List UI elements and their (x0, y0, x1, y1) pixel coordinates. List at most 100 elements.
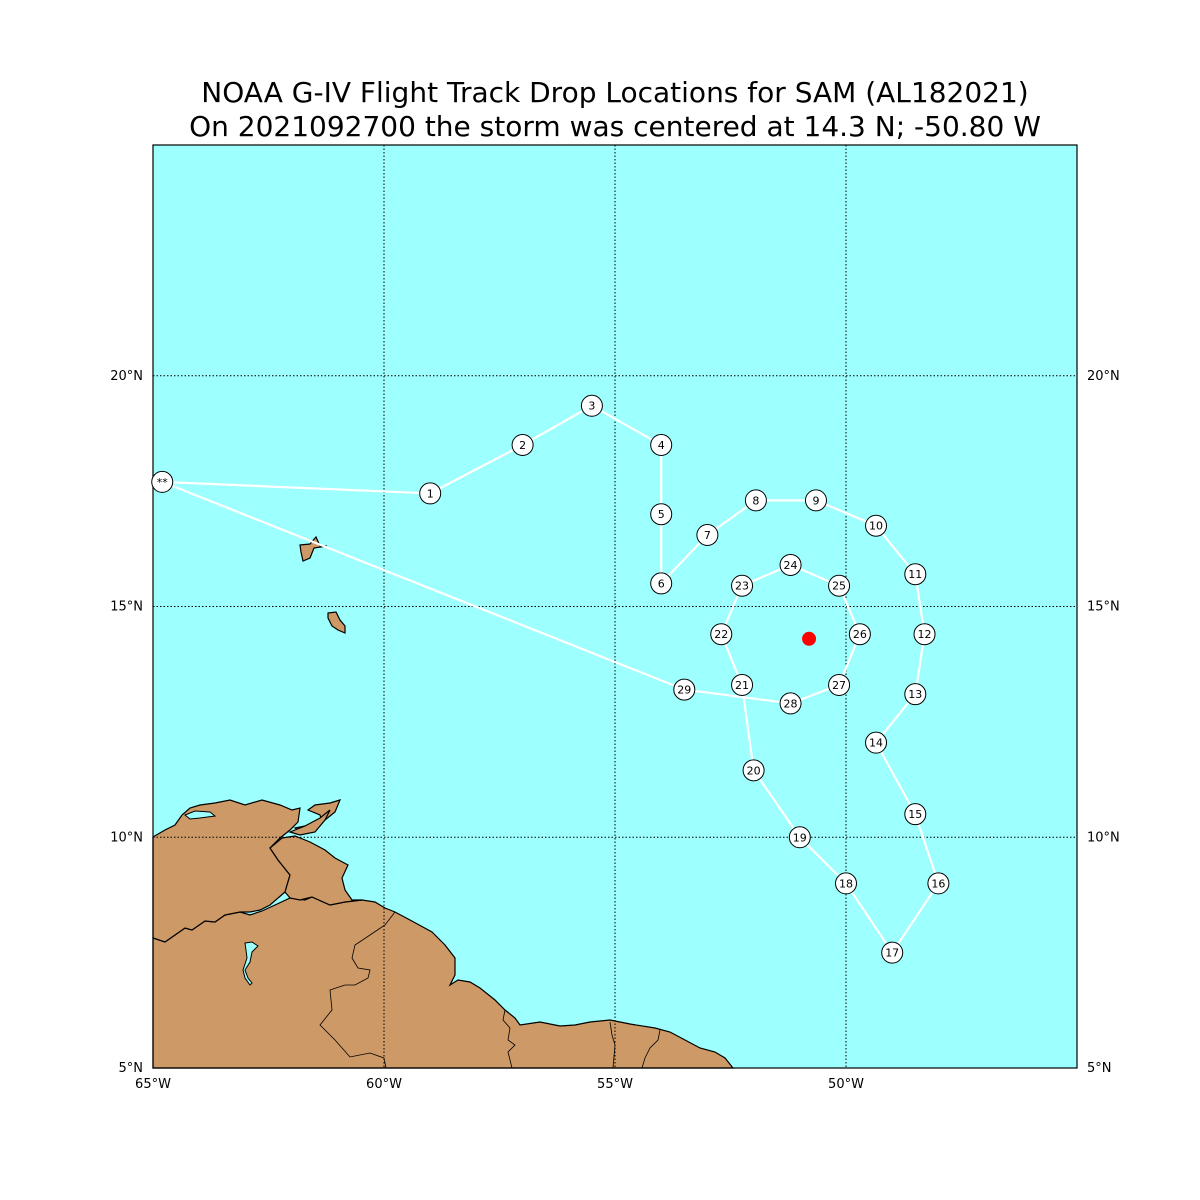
drop-marker: 25 (828, 574, 851, 597)
drop-marker: 8 (744, 489, 767, 512)
drop-marker-circle (904, 683, 927, 706)
drop-marker: 13 (904, 683, 927, 706)
drop-marker: 11 (904, 563, 927, 586)
map-title: NOAA G-IV Flight Track Drop Locations fo… (201, 76, 1029, 109)
martinique-island (327, 611, 346, 634)
drop-marker-circle (731, 574, 754, 597)
lat-tick-label-right: 10°N (1087, 830, 1120, 845)
drop-marker: 20 (742, 759, 765, 782)
drop-marker-label: 6 (658, 577, 665, 590)
drop-marker-label: 27 (832, 679, 846, 692)
drop-marker-circle (788, 826, 811, 849)
drop-marker: 15 (904, 803, 927, 826)
drop-marker-circle (650, 503, 673, 526)
drop-marker-label: 2 (519, 439, 526, 452)
drop-marker: 26 (848, 623, 871, 646)
drop-marker: 23 (731, 574, 754, 597)
drop-marker: 19 (788, 826, 811, 849)
guri-reservoir (242, 941, 259, 986)
lat-tick-label-left: 15°N (110, 600, 143, 615)
drop-marker-circle (828, 673, 851, 696)
venezuela-guyana-border (319, 911, 396, 1069)
drop-marker-circle (580, 394, 603, 417)
drop-marker-circle (673, 678, 696, 701)
drop-marker-label: 29 (677, 684, 691, 697)
drop-marker-circle (835, 872, 857, 895)
drop-marker: 28 (779, 692, 802, 715)
country-borders (319, 911, 661, 1069)
axis-tick-labels: 20°N 20°N15°N 15°N10°N 10°N5°N 5°N65°W 60°W 55… (110, 369, 1120, 1092)
drop-marker: 18 (835, 872, 857, 895)
drop-marker: 14 (865, 731, 888, 754)
drop-marker-label: 21 (735, 679, 749, 692)
drop-marker-circle (881, 941, 904, 964)
drop-marker-circle (848, 623, 871, 646)
drop-marker-circle (650, 433, 673, 456)
drop-marker: 27 (828, 673, 851, 696)
lat-tick-label-right: 20°N (1087, 369, 1120, 384)
drop-marker-label: 3 (588, 400, 595, 413)
suriname-frenchguiana-border (609, 1021, 616, 1069)
drop-marker-label: 15 (908, 808, 922, 821)
drop-marker: 12 (913, 623, 936, 646)
drop-marker-circle (913, 623, 936, 646)
drop-marker-label: 5 (658, 508, 665, 521)
drop-marker-label: 25 (832, 580, 846, 593)
drop-marker: 16 (927, 872, 950, 895)
drop-marker-circle (927, 872, 950, 895)
lat-tick-label-left: 20°N (110, 369, 143, 384)
lat-tick-label-right: 5°N (1087, 1061, 1112, 1076)
drop-marker-label: 16 (931, 877, 945, 890)
drop-marker-label: ** (157, 476, 169, 489)
drop-marker-label: 12 (918, 628, 932, 641)
drop-marker: 21 (731, 673, 754, 696)
drop-marker-circle (650, 572, 673, 595)
drop-marker-label: 26 (853, 628, 867, 641)
drop-marker-label: 22 (714, 628, 728, 641)
coastal-lagoon (184, 810, 217, 820)
lon-tick-label: 50°W (828, 1077, 864, 1092)
lon-tick-label: 65°W (135, 1077, 171, 1092)
drop-marker-circle (742, 759, 765, 782)
drop-marker-circle (511, 433, 534, 456)
drop-marker: 22 (710, 623, 733, 646)
drop-marker: 7 (696, 523, 719, 546)
drop-marker: 6 (650, 572, 673, 595)
lon-tick-label: 60°W (366, 1077, 402, 1092)
drop-marker-label: 14 (869, 737, 883, 750)
trinidad-island (288, 809, 331, 836)
map-frame (152, 144, 1078, 1069)
storm-center-marker (802, 631, 817, 646)
drop-marker-circle (151, 470, 174, 493)
drop-marker: 4 (650, 433, 673, 456)
drop-marker-circle (804, 489, 827, 512)
guyana-suriname-border (494, 999, 516, 1069)
drop-marker-label: 19 (793, 831, 807, 844)
drop-marker-label: 20 (747, 764, 761, 777)
frenchguiana-brazil-border (641, 1029, 661, 1069)
drop-marker-circle (710, 623, 733, 646)
drop-marker: 2 (511, 433, 534, 456)
drop-marker-label: 18 (839, 877, 853, 890)
drop-marker-label: 4 (658, 439, 665, 452)
drop-marker-label: 8 (752, 494, 759, 507)
flight-start-marker: ** (151, 470, 174, 493)
lon-tick-label: 55°W (597, 1077, 633, 1092)
drop-marker-circle (904, 803, 927, 826)
drop-marker-label: 10 (869, 520, 883, 533)
drop-marker: 29 (673, 678, 696, 701)
drop-marker-circle (779, 553, 802, 576)
drop-marker: 1 (419, 482, 442, 505)
map-subtitle: On 2021092700 the storm was centered at … (189, 110, 1041, 143)
drop-marker-circle (865, 514, 888, 537)
drop-marker: 10 (865, 514, 888, 537)
drop-marker-circle (731, 673, 754, 696)
drop-marker-label: 9 (812, 494, 819, 507)
drop-marker-label: 11 (908, 568, 922, 581)
drop-marker-circle (696, 523, 719, 546)
drop-marker-label: 13 (908, 688, 922, 701)
drop-marker-circle (419, 482, 442, 505)
eastern-venezuela-coast (269, 835, 363, 906)
